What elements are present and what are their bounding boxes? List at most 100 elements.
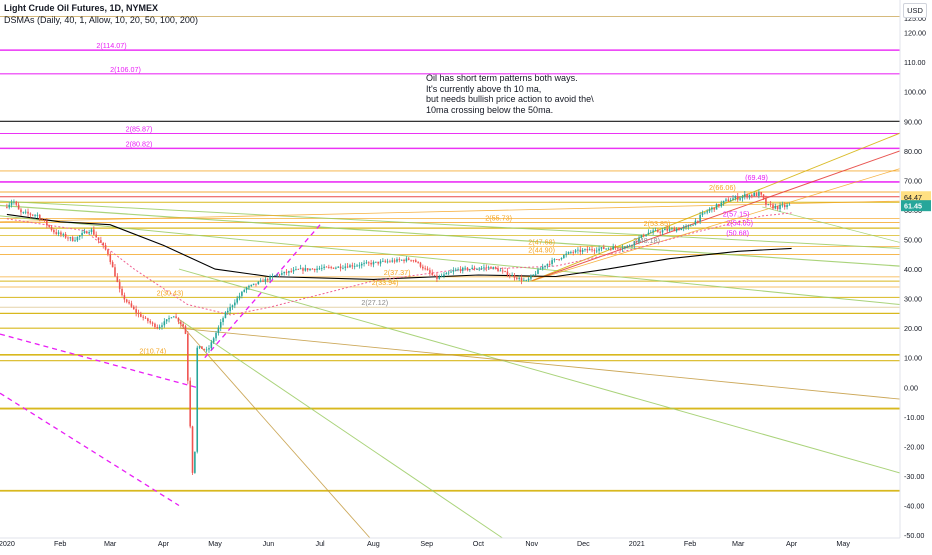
candle-body <box>255 283 257 285</box>
candle-body <box>443 274 445 277</box>
level-price-badge[interactable] <box>901 191 931 203</box>
ma-line <box>6 212 792 316</box>
candle-body <box>217 327 220 333</box>
candle-body <box>417 262 419 263</box>
candle-body <box>269 276 271 280</box>
candle-body <box>652 230 654 233</box>
candle-body <box>222 318 224 323</box>
candle-body <box>715 204 718 210</box>
candle-body <box>57 232 60 234</box>
candle-body <box>659 231 661 233</box>
candle-body <box>252 283 255 285</box>
candle-body <box>781 204 784 206</box>
candle-body <box>506 271 509 276</box>
candle-body <box>243 289 246 292</box>
candle-body <box>708 209 711 212</box>
candle-body <box>414 260 417 263</box>
last-price-badge-text: 61.45 <box>904 202 922 211</box>
candle-body <box>8 204 11 208</box>
candle-body <box>602 247 605 249</box>
candle-body <box>215 332 217 339</box>
candle-body <box>783 204 786 208</box>
candle-body <box>90 229 93 233</box>
candle-body <box>69 237 72 239</box>
candle-body <box>165 319 168 322</box>
candle-body <box>461 267 464 271</box>
candle-body <box>158 326 161 329</box>
candle-body <box>624 246 626 249</box>
x-tick-label: May <box>836 539 850 548</box>
indicator-label[interactable]: DSMAs (Daily, 40, 1, Allow, 10, 20, 50, … <box>4 15 198 25</box>
candle-body <box>156 327 159 329</box>
candle-body <box>257 281 260 285</box>
candle-body <box>713 207 716 210</box>
candle-body <box>727 199 730 202</box>
candle-body <box>10 202 13 205</box>
candle-body <box>114 267 116 277</box>
candle-body <box>640 234 643 238</box>
candle-body <box>567 252 570 254</box>
candle-body <box>755 192 758 196</box>
candle-body <box>6 207 8 208</box>
candle-body <box>234 302 236 306</box>
candle-body <box>725 199 727 201</box>
candle-body <box>379 261 382 264</box>
candle-body <box>668 228 671 231</box>
candle-body <box>20 209 22 213</box>
level-label: 2(54.05) <box>726 219 753 228</box>
candle-body <box>360 263 363 266</box>
level-label: 2(30.43) <box>157 288 184 297</box>
candle-body <box>118 282 121 289</box>
candle-body <box>671 228 673 230</box>
candle-body <box>135 309 137 313</box>
level-label: 2(27.12) <box>361 298 388 307</box>
candle-body <box>494 267 497 269</box>
candle-body <box>516 277 518 279</box>
candle-body <box>438 276 441 279</box>
last-price-badge[interactable] <box>901 200 931 212</box>
trendline <box>762 206 901 243</box>
candle-body <box>400 259 403 261</box>
candle-body <box>788 204 791 206</box>
candle-body <box>266 278 269 280</box>
candle-body <box>419 262 422 267</box>
x-tick-label: Aug <box>367 539 380 548</box>
candle-body <box>729 200 732 202</box>
candle-body <box>473 267 476 270</box>
candle-body <box>666 228 669 231</box>
x-tick-label: Apr <box>158 539 170 548</box>
candle-body <box>212 338 215 343</box>
candle-body <box>116 276 119 283</box>
currency-button[interactable]: USD <box>903 3 927 18</box>
trendline <box>0 200 901 223</box>
y-tick-label: 30.00 <box>904 295 922 304</box>
text-annotation[interactable]: Oil has short term patterns both ways. I… <box>426 73 594 115</box>
x-tick-label: Oct <box>473 539 484 548</box>
y-tick-label: -40.00 <box>904 501 924 510</box>
price-axis[interactable]: 125.00 120.00 110.00 100.00 90.00 80.00 70.00 6… <box>899 0 932 550</box>
candle-body <box>657 230 659 232</box>
candle-body <box>530 275 532 279</box>
candle-body <box>262 280 264 282</box>
candle-body <box>614 246 617 248</box>
candle-body <box>504 270 506 272</box>
time-axis[interactable]: 2020 Feb Mar Apr May Jun Jul Aug Sep Oct Nov Dec 202… <box>0 537 900 548</box>
candle-body <box>499 270 502 272</box>
dashed-trendline <box>0 333 197 388</box>
candle-body <box>382 260 384 262</box>
candle-body <box>295 269 297 270</box>
y-tick-label: 0.00 <box>904 383 918 392</box>
candle-body <box>548 263 551 265</box>
candle-body <box>539 268 542 270</box>
candle-body <box>762 194 765 199</box>
candle-body <box>664 228 666 231</box>
trendline <box>178 318 503 539</box>
ma-line <box>6 213 792 280</box>
candle-body <box>182 324 184 327</box>
candle-body <box>772 204 774 209</box>
candle-body <box>210 342 213 349</box>
candle-body <box>259 280 262 282</box>
candle-body <box>621 248 624 249</box>
